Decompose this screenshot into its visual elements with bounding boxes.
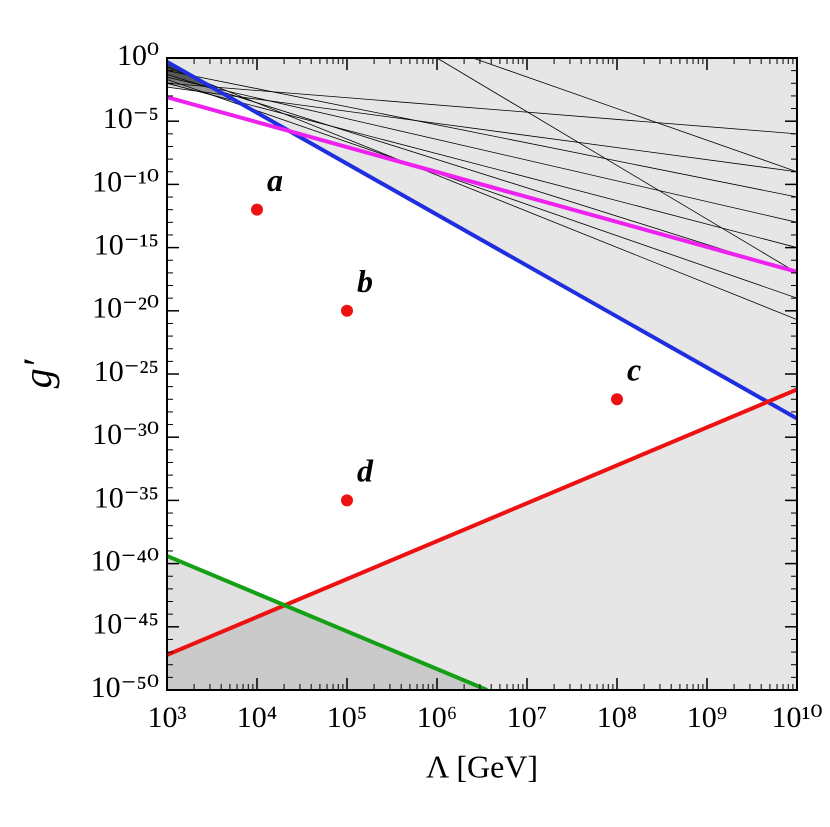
line	[472, 58, 797, 173]
line	[167, 387, 797, 657]
line	[167, 79, 797, 299]
x-tick-label: 10⁹	[687, 701, 727, 734]
region-fill	[167, 389, 797, 690]
line	[167, 74, 797, 274]
x-tick-label: 10⁵	[327, 701, 367, 734]
y-tick-label: 10⁻³⁵	[94, 481, 159, 514]
line	[167, 86, 797, 173]
line	[167, 82, 797, 248]
y-axis-label: g′	[15, 358, 60, 388]
x-axis-label: Λ [GeV]	[426, 748, 538, 784]
line	[167, 82, 797, 135]
point-label: a	[267, 162, 283, 198]
point-label: c	[627, 352, 641, 388]
y-tick-label: 10⁰	[117, 39, 159, 72]
x-tick-label: 10⁸	[597, 701, 637, 734]
point	[341, 304, 353, 317]
line	[167, 95, 797, 274]
line	[167, 66, 797, 321]
y-tick-label: 10⁻⁵	[103, 102, 159, 135]
plot-area	[167, 58, 797, 690]
y-tick-label: 10⁻⁴⁰	[91, 544, 159, 577]
y-tick-label: 10⁻¹⁰	[92, 165, 159, 198]
y-tick-label: 10⁻²⁵	[94, 355, 159, 388]
y-tick-label: 10⁻²⁰	[92, 292, 159, 325]
point-label: b	[357, 263, 373, 299]
point	[611, 393, 623, 406]
x-tick-label: 10³	[148, 701, 187, 734]
x-tick-label: 10⁷	[507, 701, 547, 734]
point	[251, 203, 263, 216]
line	[436, 58, 797, 274]
x-tick-label: 10⁶	[417, 701, 457, 734]
line	[167, 554, 488, 690]
x-tick-label: 10⁴	[237, 701, 277, 734]
x-tick-label: 10¹⁰	[771, 701, 822, 734]
line	[167, 60, 797, 421]
point	[341, 494, 353, 507]
y-tick-label: 10⁻¹⁵	[94, 228, 159, 261]
y-tick-label: 10⁻⁵⁰	[91, 671, 159, 704]
y-tick-label: 10⁻³⁰	[92, 418, 159, 451]
point-label: d	[357, 453, 374, 489]
y-tick-label: 10⁻⁴⁵	[92, 608, 159, 641]
